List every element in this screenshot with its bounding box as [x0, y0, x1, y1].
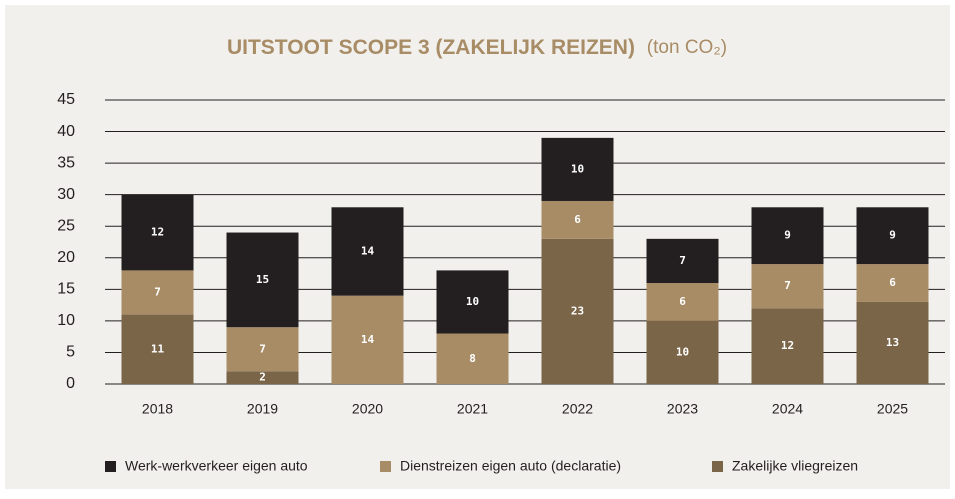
- bar-segment: [226, 371, 299, 384]
- data-label: 12: [781, 339, 794, 352]
- bar-segment: [121, 194, 194, 271]
- x-tick-label: 2019: [247, 401, 278, 417]
- bar-segment: [751, 308, 824, 384]
- data-label: 8: [469, 352, 476, 365]
- y-tick-label: 5: [66, 344, 75, 361]
- y-tick-label: 20: [57, 249, 75, 266]
- data-label: 7: [784, 279, 791, 292]
- bar-segment: [541, 137, 614, 201]
- data-label: 10: [676, 345, 689, 358]
- x-tick-label: 2025: [877, 401, 908, 417]
- data-label: 6: [889, 276, 896, 289]
- legend-label: Zakelijke vliegreizen: [732, 458, 858, 474]
- data-label: 6: [574, 213, 581, 226]
- y-tick-label: 40: [57, 123, 75, 140]
- bar-segment: [751, 207, 824, 265]
- legend-swatch: [712, 461, 723, 472]
- data-label: 7: [259, 342, 266, 355]
- bar-segment: [121, 270, 194, 315]
- bar-segment: [751, 264, 824, 309]
- data-label: 11: [151, 342, 165, 355]
- x-tick-label: 2022: [562, 401, 593, 417]
- bar-segment: [121, 314, 194, 384]
- data-label: 14: [361, 244, 375, 257]
- bar-segment: [226, 327, 299, 372]
- bar-segment: [226, 232, 299, 328]
- data-label: 23: [571, 304, 584, 317]
- x-tick-label: 2018: [142, 401, 173, 417]
- legend-swatch: [105, 461, 116, 472]
- data-label: 9: [889, 229, 896, 242]
- y-tick-label: 35: [57, 154, 75, 171]
- chart-title: UITSTOOT SCOPE 3 (ZAKELIJK REIZEN): [227, 36, 635, 59]
- bar-segment: [646, 238, 719, 284]
- unit: (ton CO₂): [647, 37, 727, 58]
- y-tick-label: 10: [57, 312, 75, 329]
- y-tick-label: 0: [66, 375, 75, 392]
- y-tick-label: 45: [57, 91, 75, 108]
- bar-segment: [541, 238, 614, 384]
- bar-segment: [646, 320, 719, 384]
- bar-segment: [331, 295, 404, 384]
- bar-segment: [436, 333, 509, 384]
- chart-title-wrap: UITSTOOT SCOPE 3 (ZAKELIJK REIZEN) (ton …: [227, 36, 727, 59]
- bar-segment: [541, 200, 614, 239]
- x-tick-label: 2021: [457, 401, 488, 417]
- y-tick-label: 30: [57, 186, 75, 203]
- data-label: 13: [886, 336, 899, 349]
- data-label: 10: [466, 295, 479, 308]
- data-label: 7: [154, 285, 161, 298]
- data-label: 9: [784, 229, 791, 242]
- data-label: 7: [679, 254, 686, 267]
- x-tick-label: 2024: [772, 401, 803, 417]
- data-label: 12: [151, 226, 164, 239]
- bar-segment: [436, 270, 509, 334]
- legend-swatch: [380, 461, 391, 472]
- data-label: 14: [361, 333, 375, 346]
- bar-segment: [646, 283, 719, 321]
- bar-segment: [331, 207, 404, 296]
- x-tick-label: 2023: [667, 401, 698, 417]
- data-label: 2: [259, 371, 266, 384]
- data-label: 10: [571, 162, 584, 175]
- x-tick-label: 2020: [352, 401, 383, 417]
- bar-segment: [856, 264, 929, 302]
- bar-segment: [856, 207, 929, 265]
- data-label: 15: [256, 273, 269, 286]
- bar-segment: [856, 301, 929, 384]
- y-tick-label: 25: [57, 217, 75, 234]
- y-tick-label: 15: [57, 281, 75, 298]
- legend-label: Dienstreizen eigen auto (declaratie): [400, 458, 621, 474]
- data-label: 6: [679, 295, 686, 308]
- legend-label: Werk-werkverkeer eigen auto: [125, 458, 308, 474]
